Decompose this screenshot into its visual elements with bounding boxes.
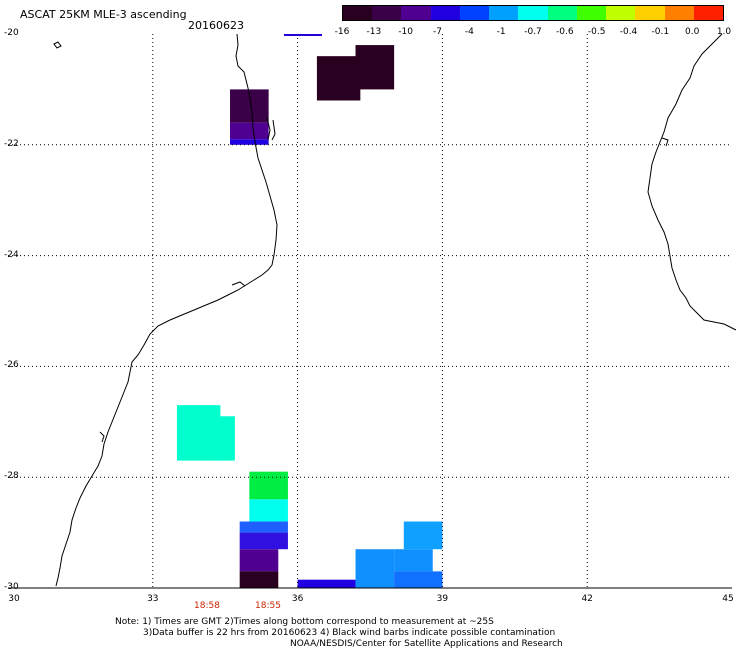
- grid-lines: [8, 34, 732, 589]
- colorbar-segment: [372, 6, 402, 20]
- colorbar-segment: [576, 6, 607, 20]
- colorbar-label: -0.6: [556, 27, 574, 37]
- swath-cells: [176, 45, 443, 588]
- y-tick-label: -26: [4, 360, 19, 371]
- swath-cell: [394, 571, 443, 588]
- note-line-1: Note: 1) Times are GMT 2)Times along bot…: [115, 617, 494, 627]
- swath-cell: [176, 405, 221, 461]
- colorbar-segment: [547, 6, 577, 20]
- coastline-africa: [55, 33, 278, 587]
- colorbar-segment: [635, 6, 665, 20]
- x-tick-label: 45: [722, 594, 734, 604]
- lagoon-1: [266, 117, 271, 141]
- colorbar-segment: [343, 6, 373, 20]
- colorbar-label: 1.0: [716, 27, 732, 37]
- x-tick-label: 42: [581, 594, 593, 604]
- colorbar-label: -7: [433, 27, 442, 37]
- colorbar-label: 0.0: [684, 27, 700, 37]
- colorbar-segment: [518, 6, 548, 20]
- x-tick-label: 30: [8, 594, 20, 604]
- y-tick-label: -20: [4, 28, 19, 38]
- swath-cell: [239, 521, 288, 533]
- note-line-3: NOAA/NESDIS/Center for Satellite Applica…: [290, 639, 563, 649]
- colorbar-label: -16: [334, 27, 350, 37]
- colorbar: [342, 5, 724, 21]
- colorbar-segment: [459, 6, 490, 20]
- swath-cell: [316, 56, 361, 101]
- swath-cell: [230, 122, 269, 140]
- colorbar-segment: [664, 6, 694, 20]
- swath-cell: [297, 579, 356, 588]
- note-line-2: 3)Data buffer is 22 hrs from 20160623 4)…: [143, 628, 556, 638]
- swath-cell: [249, 499, 288, 522]
- colorbar-segment: [693, 6, 724, 20]
- colorbar-labels: -16 -13 -10 -7 -4 -1 -0.7 -0.6 -0.5 -0.4 -0.1 0.0 1.…: [320, 27, 736, 39]
- colorbar-segment: [606, 6, 636, 20]
- colorbar-label: -4: [464, 27, 474, 37]
- lagoon-2: [271, 119, 276, 141]
- swath-cell: [230, 139, 269, 145]
- x-tick-label: 39: [436, 594, 449, 604]
- x-tick-label: 36: [291, 594, 304, 604]
- colorbar-segment: [430, 6, 460, 20]
- colorbar-label: -0.5: [587, 27, 606, 37]
- x-tick-label: 33: [147, 594, 159, 604]
- swath-cell: [394, 549, 433, 572]
- swath-cell: [355, 549, 395, 588]
- swath-cell: [239, 549, 279, 572]
- time-label-2: 18:55: [255, 601, 281, 611]
- swath-cell: [249, 471, 288, 500]
- lake-2: [231, 281, 246, 287]
- y-tick-label: -28: [4, 471, 19, 482]
- swath-cell: [403, 521, 443, 550]
- y-tick-label: -24: [4, 249, 19, 260]
- islet: [53, 41, 62, 49]
- colorbar-label: -1: [496, 27, 506, 37]
- colorbar-label: -0.7: [524, 27, 542, 37]
- coastline-madagascar: [647, 33, 737, 331]
- colorbar-label: -13: [366, 27, 382, 37]
- swath-cell: [239, 571, 279, 588]
- y-tick-label: -30: [4, 582, 19, 592]
- chart-date: 20160623: [188, 19, 244, 32]
- colorbar-label: -0.1: [651, 27, 670, 37]
- madagascar-inlet: [661, 137, 669, 147]
- y-tick-label: -22: [4, 138, 19, 149]
- time-label-1: 18:58: [194, 601, 220, 611]
- swath-cell: [239, 532, 288, 550]
- lake-1: [99, 431, 105, 443]
- swath-cell: [355, 45, 395, 90]
- colorbar-label: -0.4: [619, 27, 638, 37]
- colorbar-segment: [401, 6, 431, 20]
- colorbar-label: -10: [398, 27, 414, 37]
- swath-cell: [215, 416, 235, 461]
- chart-title: ASCAT 25KM MLE-3 ascending: [20, 8, 187, 21]
- colorbar-segment: [489, 6, 519, 20]
